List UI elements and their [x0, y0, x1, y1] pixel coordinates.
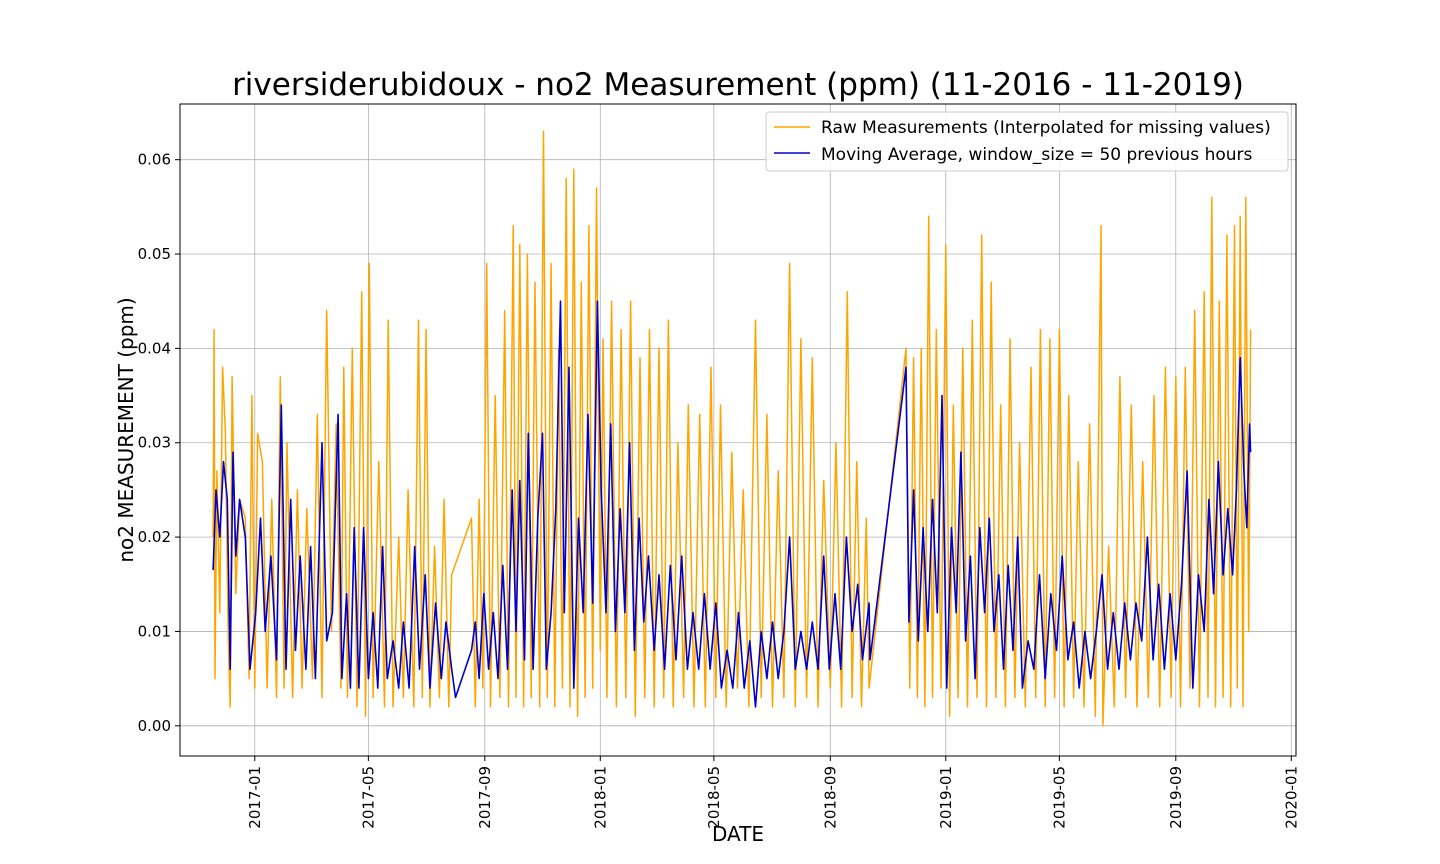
legend-label-moving-average: Moving Average, window_size = 50 previou… — [821, 145, 1253, 165]
x-tick-label: 2018-05 — [705, 766, 723, 829]
plot-frame — [179, 103, 1297, 757]
legend-label-raw: Raw Measurements (Interpolated for missi… — [821, 118, 1271, 138]
y-tick-label: 0.06 — [138, 151, 171, 169]
y-tick-label: 0.00 — [138, 717, 171, 735]
y-axis-title: no2 MEASUREMENT (ppm) — [114, 297, 138, 562]
x-tick-label: 2018-01 — [591, 766, 609, 829]
moving-average-line — [212, 300, 1252, 708]
x-tick-label: 2018-09 — [821, 766, 839, 829]
y-tick-label: 0.01 — [138, 622, 171, 640]
y-tick-label: 0.02 — [138, 528, 171, 546]
x-tick-label: 2017-01 — [246, 766, 264, 829]
x-tick-label: 2017-05 — [359, 766, 377, 829]
y-tick-label: 0.04 — [138, 339, 171, 357]
legend-box — [765, 111, 1289, 172]
x-tick-label: 2019-05 — [1050, 766, 1068, 829]
chart-title: riversiderubidoux - no2 Measurement (ppm… — [232, 67, 1244, 103]
raw-measurements-line — [212, 130, 1252, 727]
x-tick-label: 2019-09 — [1167, 766, 1185, 829]
y-tick-label: 0.05 — [138, 245, 171, 263]
x-tick-label: 2019-01 — [937, 766, 955, 829]
x-tick-label: 2020-01 — [1282, 766, 1300, 829]
series-layer — [212, 130, 1252, 727]
legend: Raw Measurements (Interpolated for missi… — [765, 111, 1289, 172]
x-axis-title: DATE — [712, 822, 764, 846]
y-tick-label: 0.03 — [138, 434, 171, 452]
axis-ticks: 0.00 0.01 0.02 0.03 0.04 0.05 0.06 2017-01 2017-… — [138, 151, 1301, 829]
x-tick-label: 2017-09 — [476, 766, 494, 829]
